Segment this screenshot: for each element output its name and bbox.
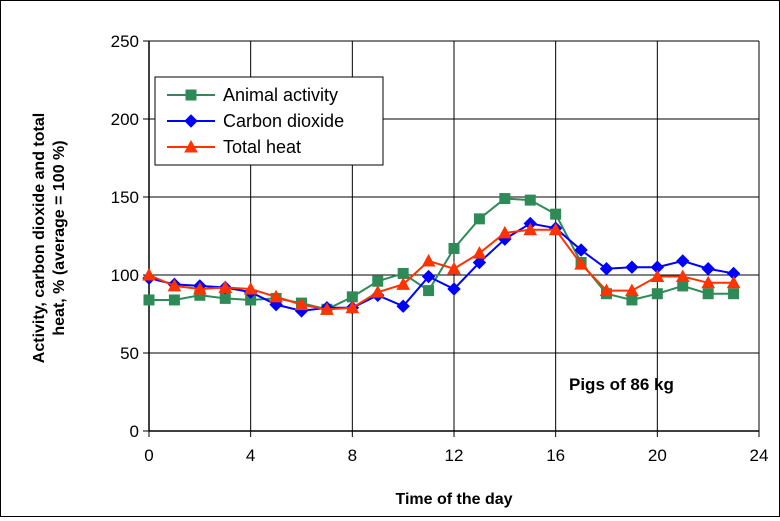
total-heat-point xyxy=(218,280,233,293)
carbon-dioxide-point xyxy=(599,262,614,276)
total-heat-point xyxy=(192,281,207,295)
legend-label-carbon-dioxide: Carbon dioxide xyxy=(223,111,344,131)
total-heat-point xyxy=(243,281,258,295)
total-heat-point xyxy=(167,278,182,292)
animal-activity-point xyxy=(626,294,638,306)
total-heat-point xyxy=(370,285,385,298)
animal-activity-point xyxy=(499,193,511,205)
annotation-label: Pigs of 86 kg xyxy=(569,375,674,394)
legend-marker-animal-activity xyxy=(185,89,197,101)
animal-activity-point xyxy=(448,242,460,254)
x-tick-label: 0 xyxy=(144,446,153,465)
legend: Animal activity Carbon dioxide Total heat xyxy=(154,76,384,166)
x-tick-label: 8 xyxy=(348,446,357,465)
carbon-dioxide-point xyxy=(421,269,436,284)
animal-activity-point xyxy=(372,275,384,287)
total-heat-point xyxy=(625,283,639,297)
animal-activity-point xyxy=(473,213,485,225)
total-heat-point xyxy=(599,283,614,297)
carbon-dioxide-point xyxy=(676,254,690,268)
y-tick-label: 50 xyxy=(120,344,139,363)
total-heat-point xyxy=(701,275,716,289)
legend-marker-carbon-dioxide xyxy=(184,114,198,128)
carbon-dioxide-point xyxy=(472,255,487,270)
y-axis-title-line-2: heat, % (average = 100 %) xyxy=(51,140,68,335)
y-axis-title-line-1: Activity, carbon dioxide and total xyxy=(31,113,48,363)
y-axis-title: Activity, carbon dioxide and total heat,… xyxy=(31,113,68,363)
x-tick-label: 24 xyxy=(750,446,769,465)
x-tick-label: 20 xyxy=(648,446,667,465)
y-tick-label: 100 xyxy=(111,266,139,285)
axes: 0 50 100 150 200 250 0 4 8 12 16 20 24 xyxy=(111,32,769,465)
animal-activity-point xyxy=(651,288,663,300)
animal-activity-point xyxy=(143,294,155,306)
y-tick-label: 0 xyxy=(130,422,139,441)
animal-activity-point xyxy=(219,292,231,304)
total-heat-point xyxy=(421,253,436,267)
total-heat-point xyxy=(726,275,741,289)
y-tick-label: 250 xyxy=(111,32,139,51)
y-tick-label: 150 xyxy=(111,188,139,207)
carbon-dioxide-point xyxy=(447,282,461,296)
animal-activity-point xyxy=(728,288,740,300)
legend-label-total-heat: Total heat xyxy=(223,137,301,157)
x-tick-label: 16 xyxy=(546,446,565,465)
total-heat-point xyxy=(574,257,588,270)
y-tick-label: 200 xyxy=(111,110,139,129)
carbon-dioxide-point xyxy=(701,262,715,276)
carbon-dioxide-point xyxy=(396,299,410,313)
total-heat-point xyxy=(497,225,512,239)
animal-activity-point xyxy=(168,294,180,306)
total-heat-point xyxy=(345,300,360,314)
carbon-dioxide-point xyxy=(574,243,588,257)
x-axis-title: Time of the day xyxy=(395,491,512,508)
total-heat-point xyxy=(548,222,563,236)
total-heat-series xyxy=(142,222,741,315)
animal-activity-point xyxy=(550,208,562,220)
animal-activity-point xyxy=(397,267,409,279)
total-heat-point xyxy=(523,222,538,236)
total-heat-point xyxy=(142,267,156,281)
series-layer xyxy=(142,193,741,318)
animal-activity-point xyxy=(702,288,714,300)
total-heat-point xyxy=(472,246,487,259)
animal-activity-point xyxy=(346,291,358,303)
gridlines xyxy=(149,40,760,431)
x-tick-label: 12 xyxy=(445,446,464,465)
legend-marker-total-heat xyxy=(184,139,198,153)
total-heat-point xyxy=(650,269,665,283)
legend-label-animal-activity: Animal activity xyxy=(223,85,338,105)
animal-activity-point xyxy=(423,285,435,297)
total-heat-point xyxy=(294,297,309,311)
carbon-dioxide-series xyxy=(142,216,741,318)
animal-activity-point xyxy=(677,280,689,292)
total-heat-point xyxy=(396,277,411,290)
animal-activity-point xyxy=(524,194,536,206)
total-heat-line xyxy=(148,228,734,311)
total-heat-point xyxy=(447,261,461,275)
x-tick-label: 4 xyxy=(246,446,255,465)
total-heat-point xyxy=(675,269,690,283)
total-heat-point xyxy=(269,289,283,303)
total-heat-point xyxy=(320,302,334,315)
carbon-dioxide-point xyxy=(625,260,639,274)
animal-activity-series xyxy=(143,193,740,315)
